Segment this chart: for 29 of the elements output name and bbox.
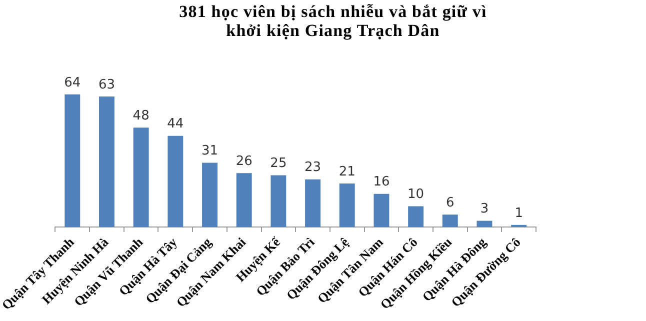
bar: [374, 194, 390, 228]
data-label: 1: [514, 206, 523, 221]
bar: [339, 184, 355, 228]
data-label: 64: [64, 75, 81, 90]
data-label: 6: [446, 195, 454, 210]
data-label: 26: [236, 154, 252, 170]
bar: [64, 94, 80, 228]
bar: [305, 179, 321, 228]
data-label: 44: [167, 116, 184, 132]
data-label: 10: [408, 187, 424, 202]
data-label: 21: [338, 164, 356, 180]
data-label: 31: [201, 144, 218, 159]
bar: [202, 162, 218, 228]
bar: [99, 96, 114, 228]
bar: [476, 220, 492, 228]
bar: [236, 173, 252, 228]
data-label: 25: [270, 156, 287, 172]
data-label: 16: [373, 174, 390, 190]
data-label: 48: [132, 108, 150, 124]
data-label: 63: [98, 77, 115, 92]
bar: [133, 128, 149, 228]
data-label: 23: [304, 160, 322, 176]
bar: [168, 136, 184, 228]
data-label: 3: [480, 202, 489, 217]
bar: [442, 214, 458, 228]
chart-title: 381 học viên bị sách nhiễu và bắt giữ vì khởi kiện Giang Trạch Dân: [178, 2, 488, 40]
bar: [408, 206, 424, 228]
bar: [270, 175, 286, 228]
bar: [511, 224, 527, 228]
